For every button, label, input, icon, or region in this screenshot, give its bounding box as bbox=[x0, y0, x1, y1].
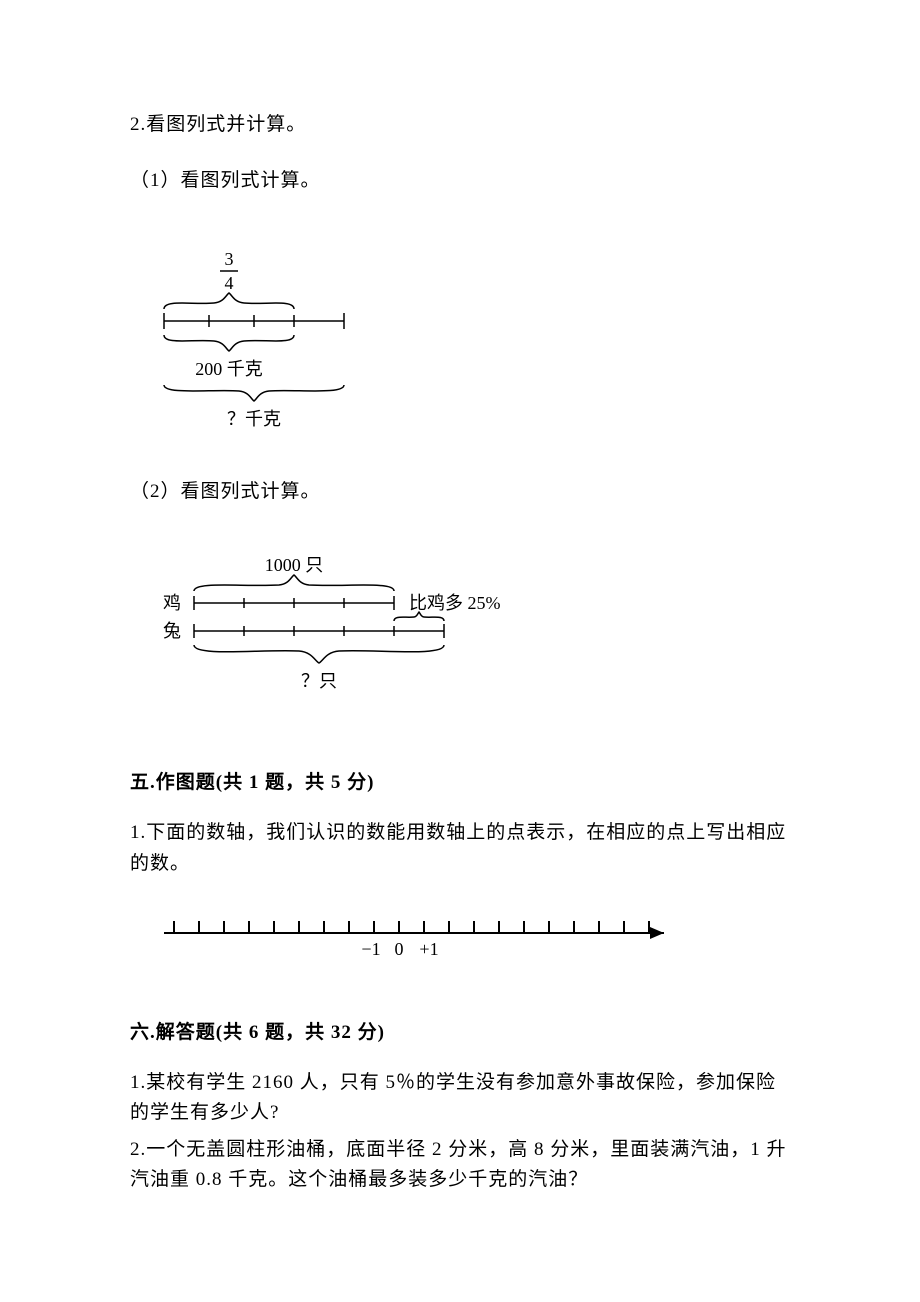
section6-q1: 1.某校有学生 2160 人，只有 5％的学生没有参加意外事故保险，参加保险的学… bbox=[130, 1068, 790, 1129]
section6-heading: 六.解答题(共 6 题，共 32 分) bbox=[130, 1017, 790, 1044]
d1-unknown: ？千克 bbox=[227, 409, 281, 429]
d2-right-label: 比鸡多 25% bbox=[409, 593, 501, 613]
d2-1000: 1000 只 bbox=[265, 555, 324, 575]
q2-part1-label: （1）看图列式计算。 bbox=[130, 166, 790, 196]
d1-frac-den: 4 bbox=[225, 273, 234, 293]
numberline-pos1: +1 bbox=[419, 939, 438, 959]
d1-frac-num: 3 bbox=[225, 249, 234, 269]
section5-q1: 1.下面的数轴，我们认识的数能用数轴上的点表示，在相应的点上写出相应的数。 bbox=[130, 818, 790, 879]
numberline-diagram: −1 0 +1 bbox=[134, 903, 694, 973]
diagram-2: 1000 只 鸡 兔 比鸡多 25% bbox=[134, 553, 574, 723]
d2-chicken-label: 鸡 bbox=[163, 593, 181, 613]
q2-prompt: 2.看图列式并计算。 bbox=[130, 110, 790, 140]
numberline-neg1: −1 bbox=[361, 939, 380, 959]
section6-q2: 2.一个无盖圆柱形油桶，底面半径 2 分米，高 8 分米，里面装满汽油，1 升汽… bbox=[130, 1135, 790, 1196]
section5-heading: 五.作图题(共 1 题，共 5 分) bbox=[130, 767, 790, 794]
d1-200kg: 200 千克 bbox=[195, 359, 263, 379]
q2-part2-label: （2）看图列式计算。 bbox=[130, 477, 790, 507]
diagram-1: 3 4 200 千克 ？千克 bbox=[134, 243, 394, 443]
numberline-ticks bbox=[174, 921, 649, 933]
numberline-zero: 0 bbox=[395, 939, 404, 959]
d2-rabbit-label: 兔 bbox=[163, 621, 181, 641]
d2-unknown: ？只 bbox=[301, 671, 337, 691]
